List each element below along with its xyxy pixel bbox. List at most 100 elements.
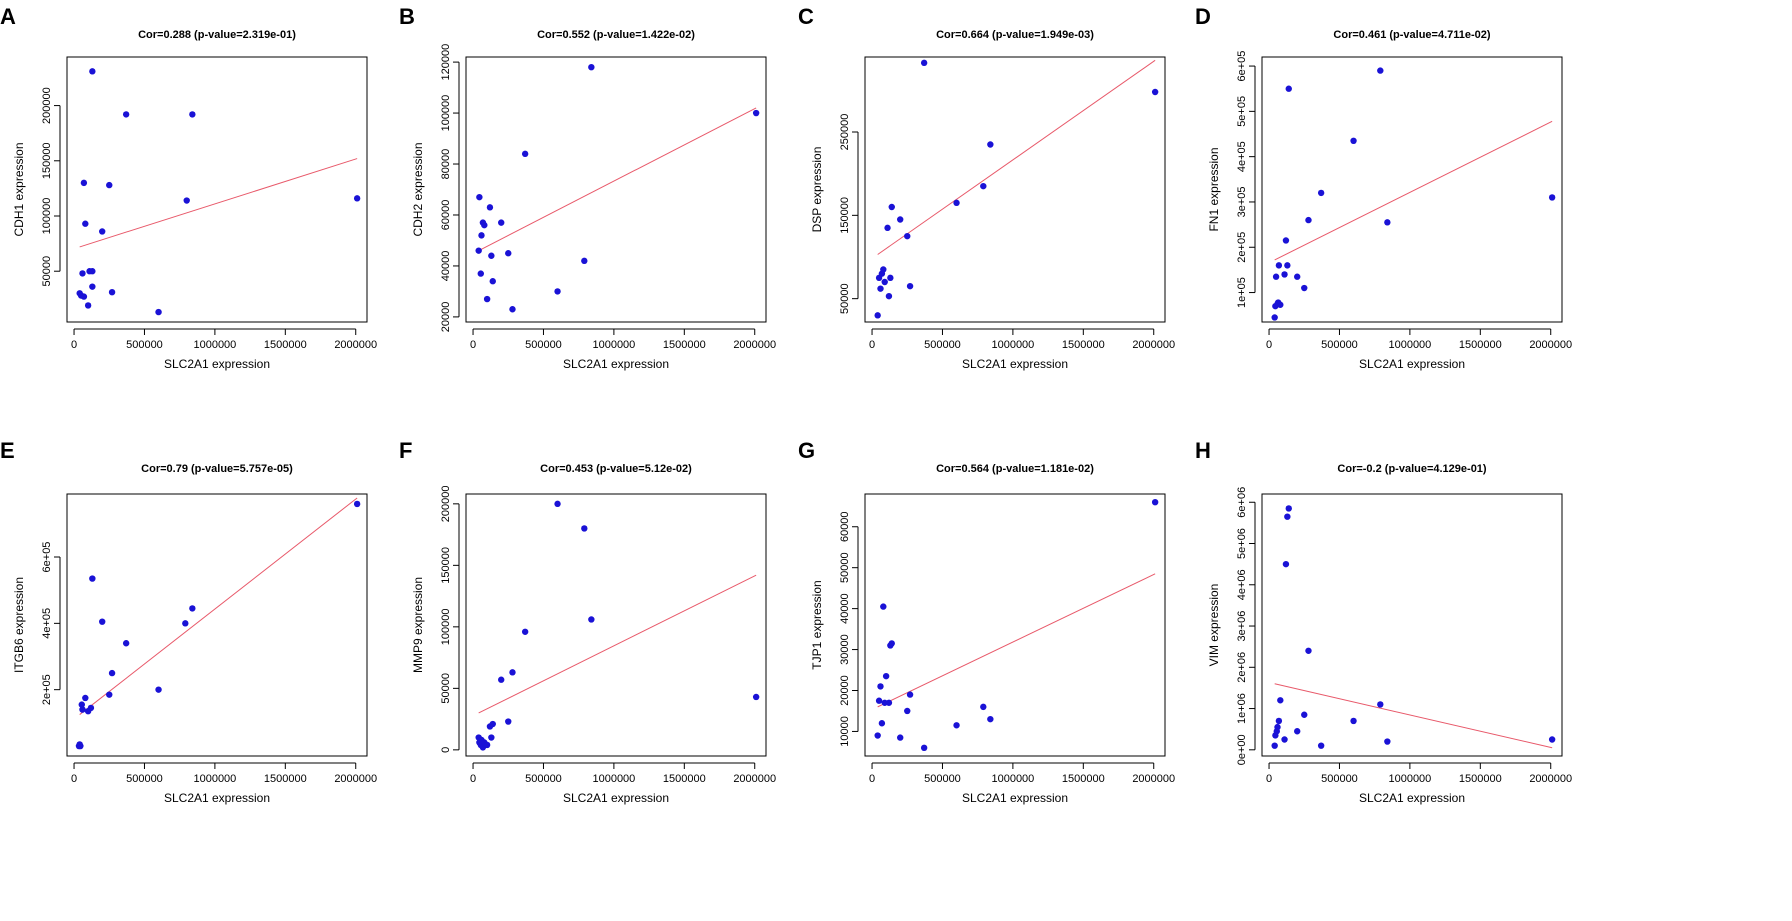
data-point <box>1274 723 1281 731</box>
x-axis-label: SLC2A1 expression <box>164 357 270 371</box>
y-tick-label: 20000 <box>839 675 851 706</box>
data-point <box>906 691 914 698</box>
x-tick-label: 1000000 <box>1388 773 1431 785</box>
data-point <box>155 686 162 693</box>
data-point <box>106 691 113 698</box>
y-tick-label: 4e+06 <box>1236 569 1248 600</box>
x-axis-label: SLC2A1 expression <box>1359 357 1465 371</box>
y-tick-label: 50000 <box>440 673 452 704</box>
x-axis-label: SLC2A1 expression <box>1359 791 1465 805</box>
data-point <box>483 295 491 303</box>
data-point <box>353 195 361 202</box>
chart-title: Cor=-0.2 (p-value=4.129e-01) <box>1337 463 1487 475</box>
data-point <box>1271 742 1278 749</box>
data-point <box>509 669 516 676</box>
data-point <box>80 179 88 187</box>
data-point <box>1377 701 1384 708</box>
data-point <box>509 306 516 313</box>
x-tick-label: 1000000 <box>991 773 1034 785</box>
regression-line <box>1274 120 1553 261</box>
data-point <box>99 618 106 625</box>
data-point <box>906 282 914 290</box>
panel-letter: G <box>798 438 815 463</box>
y-tick-label: 60000 <box>440 200 452 231</box>
data-point <box>87 704 95 712</box>
y-tick-label: 50000 <box>839 283 851 314</box>
data-point <box>1281 271 1288 278</box>
data-point <box>189 111 196 118</box>
data-point <box>1384 219 1391 226</box>
y-tick-label: 250000 <box>839 114 851 151</box>
data-point <box>953 199 960 207</box>
data-point <box>1301 284 1308 292</box>
x-tick-label: 0 <box>1266 773 1272 785</box>
plot-frame <box>864 56 1166 323</box>
panel-letter: C <box>798 4 814 29</box>
data-point <box>877 683 884 690</box>
panel-letter: A <box>0 4 16 29</box>
data-point <box>1275 262 1283 269</box>
plot-frame <box>66 56 368 323</box>
data-point <box>874 732 881 739</box>
panel-b: B Cor=0.552 (p-value=1.422e-02) 0 500000 100… <box>399 4 776 371</box>
y-tick-label: 10000 <box>839 716 851 747</box>
y-tick-label: 2e+06 <box>1236 652 1248 683</box>
x-tick-label: 500000 <box>126 339 163 351</box>
x-tick-label: 1500000 <box>1459 339 1502 351</box>
y-tick-label: 2e+05 <box>1236 232 1248 263</box>
panel-e: E Cor=0.79 (p-value=5.757e-05) 0 500000 1000… <box>0 438 377 805</box>
data-point <box>884 224 891 232</box>
data-point <box>476 193 483 201</box>
x-tick-label: 0 <box>71 339 77 351</box>
data-point <box>888 640 895 647</box>
data-point <box>505 250 512 257</box>
y-tick-label: 100000 <box>440 608 452 645</box>
data-point <box>980 703 987 711</box>
data-point <box>183 197 190 204</box>
chart-title: Cor=0.461 (p-value=4.711e-02) <box>1333 29 1490 41</box>
regression-line <box>877 573 1156 708</box>
regression-line <box>1274 683 1553 749</box>
regression-line <box>478 107 757 252</box>
panel-h: H Cor=-0.2 (p-value=4.129e-01) 0 500000 1000… <box>1195 438 1572 805</box>
panel-d: D Cor=0.461 (p-value=4.711e-02) 0 500000 100… <box>1195 4 1572 371</box>
data-point <box>521 628 529 635</box>
data-point <box>79 270 86 277</box>
data-point <box>980 182 987 190</box>
y-axis-label: FN1 expression <box>1207 147 1221 231</box>
data-point <box>353 500 361 508</box>
data-point <box>1317 189 1325 197</box>
y-tick-label: 150000 <box>440 547 452 584</box>
data-point <box>880 603 887 610</box>
y-tick-label: 1e+06 <box>1236 693 1248 724</box>
data-point <box>77 742 84 750</box>
y-axis-label: ITGB6 expression <box>12 577 26 673</box>
data-point <box>554 288 561 295</box>
chart-title: Cor=0.564 (p-value=1.181e-02) <box>936 463 1094 475</box>
plot-frame <box>66 493 368 757</box>
data-point <box>1294 728 1301 735</box>
y-tick-label: 5e+06 <box>1236 528 1248 559</box>
data-point <box>1305 647 1312 654</box>
x-tick-label: 500000 <box>126 773 163 785</box>
data-point <box>885 699 893 706</box>
data-point <box>82 220 89 227</box>
regression-line <box>79 158 358 248</box>
x-tick-label: 1000000 <box>592 339 635 351</box>
data-point <box>475 247 482 254</box>
data-point <box>189 605 196 612</box>
y-tick-label: 2e+05 <box>41 674 53 705</box>
data-point <box>1151 498 1159 506</box>
data-point <box>99 228 106 235</box>
data-point <box>80 293 88 300</box>
data-point <box>108 288 116 296</box>
x-tick-label: 500000 <box>525 773 562 785</box>
x-tick-label: 0 <box>1266 339 1272 351</box>
plot-frame <box>1261 493 1563 757</box>
data-point <box>489 720 496 728</box>
data-point <box>1277 301 1284 308</box>
data-point <box>1548 194 1556 201</box>
data-point <box>89 68 96 75</box>
data-point <box>1271 314 1278 321</box>
data-point <box>875 697 883 704</box>
